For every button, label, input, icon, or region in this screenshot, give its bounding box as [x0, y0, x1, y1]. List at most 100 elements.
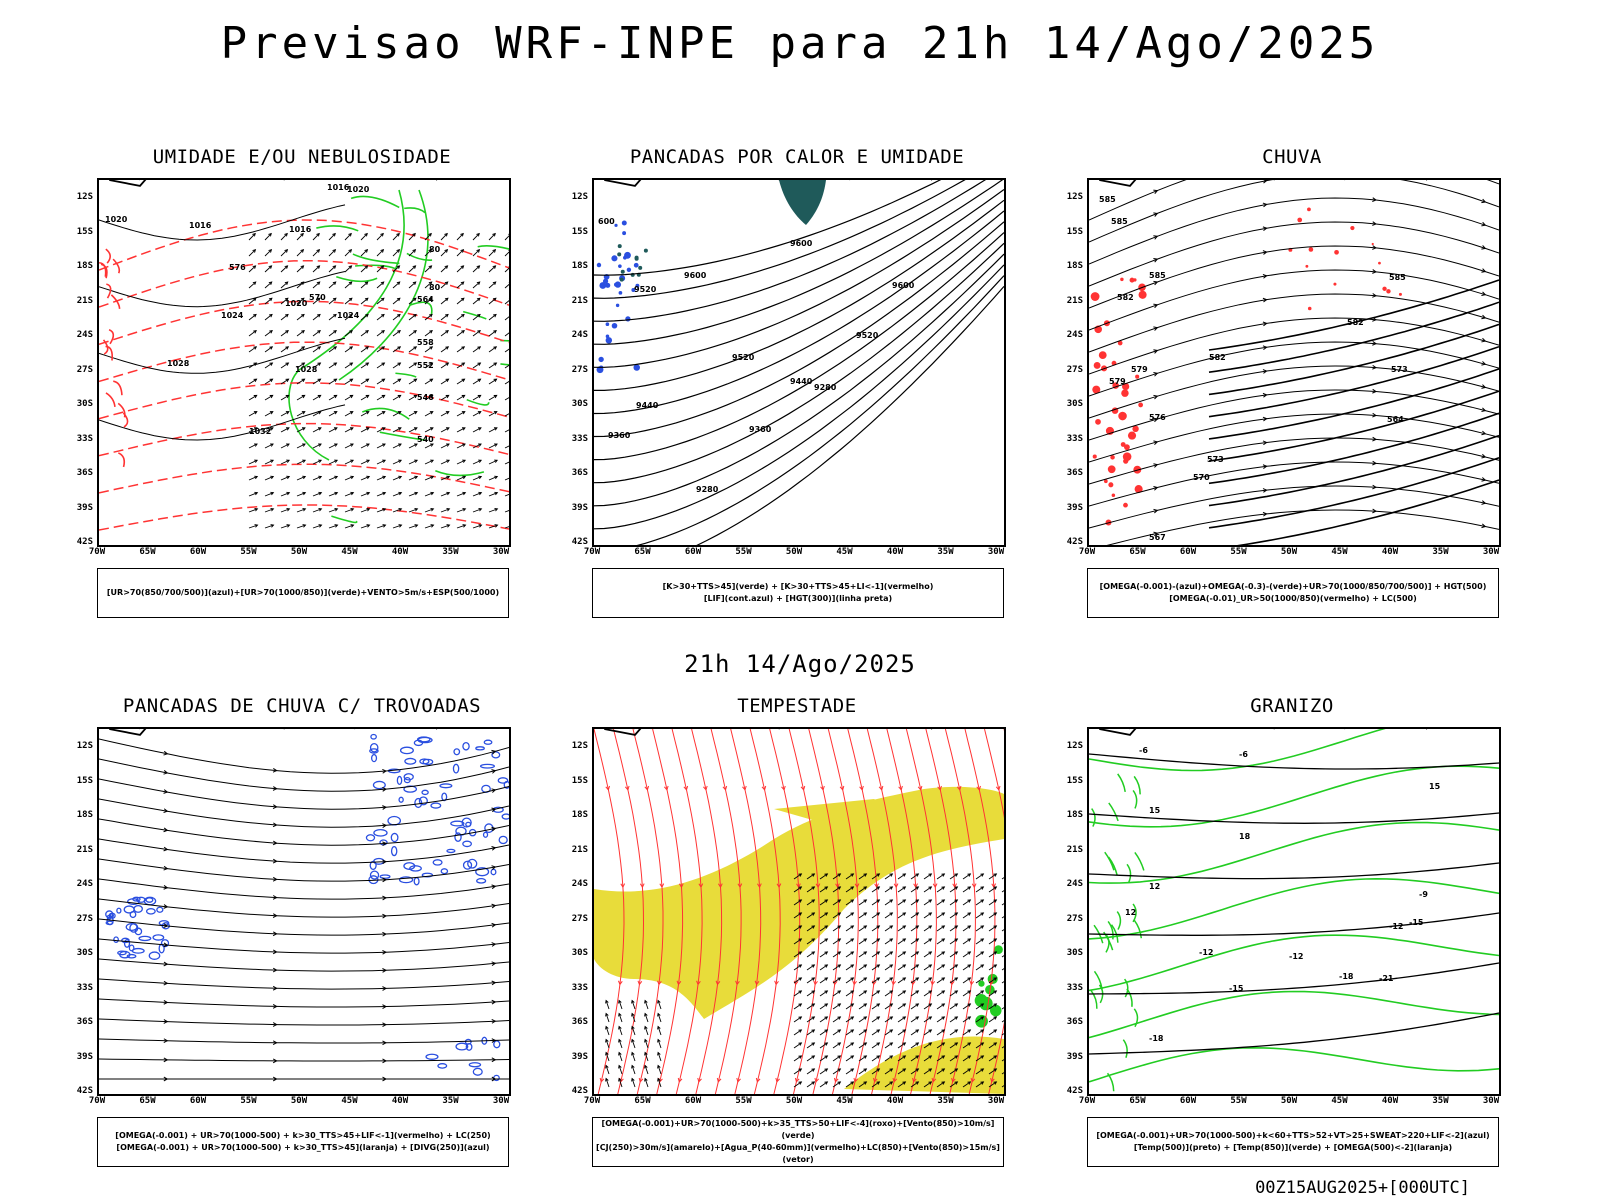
lat-tick-label: 33S: [1066, 433, 1083, 444]
panel-title: GRANIZO: [1250, 695, 1334, 717]
lon-tick-label: 60W: [1179, 1096, 1197, 1106]
lat-tick-label: 30S: [571, 948, 588, 958]
map-canvas: [594, 729, 1004, 1094]
contour-label: 558: [417, 338, 434, 347]
lon-tick-label: 55W: [240, 547, 257, 557]
contour-label: 585: [1149, 271, 1166, 280]
contour-label: 1016: [189, 221, 212, 230]
legend-line: [LIF](cont.azul) + [HGT(300)](linha pret…: [703, 594, 893, 603]
contour-label: 9280: [696, 485, 719, 494]
lon-tick-label: 70W: [583, 1096, 601, 1106]
lat-tick-label: 30S: [571, 399, 588, 409]
lat-tick-label: 36S: [76, 1017, 93, 1027]
lon-tick-label: 55W: [735, 1096, 752, 1106]
lat-tick-label: 36S: [1066, 1017, 1083, 1027]
contour-label: 573: [1207, 455, 1224, 464]
lon-tick-label: 30W: [1482, 1096, 1500, 1106]
lon-tick-label: 70W: [583, 547, 601, 557]
legend-line: [OMEGA(-0.001) + UR>70(1000-500) + k>30_…: [115, 1131, 491, 1140]
lon-tick-label: 40W: [1381, 547, 1399, 557]
panel-legend: [OMEGA(-0.001)+UR>70(1000-500)+k>35_TTS>…: [592, 1117, 1004, 1167]
lat-tick-label: 15S: [1066, 775, 1083, 786]
panel-title: PANCADAS POR CALOR E UMIDADE: [629, 146, 965, 168]
contour-label: 564: [417, 295, 434, 304]
lat-tick-label: 27S: [1066, 364, 1083, 375]
map-canvas: 9600 9600 9600 9520 9520 9520 9440 9440 9360 9360…: [594, 180, 1004, 545]
lon-tick-label: 40W: [391, 1096, 409, 1106]
lat-tick-label: 27S: [76, 364, 93, 375]
lat-tick-label: 27S: [571, 913, 588, 924]
contour-label: 576: [229, 263, 246, 272]
lon-tick-label: 40W: [886, 547, 904, 557]
lon-tick-label: 55W: [735, 547, 752, 557]
lon-tick-label: 45W: [341, 547, 358, 557]
lat-tick-label: 33S: [76, 433, 93, 444]
contour-label: 12: [1149, 882, 1160, 891]
lon-tick-label: 35W: [442, 547, 459, 557]
contour-label: 1028: [295, 365, 318, 374]
contour-label: 1016: [327, 183, 350, 192]
contour-label: 546: [417, 393, 434, 402]
contour-label: 600: [598, 217, 615, 226]
lat-tick-label: 39S: [571, 1051, 588, 1062]
legend-line: [UR>70(850/700/500)](azul)+[UR>70(1000/8…: [106, 588, 500, 597]
lat-tick-label: 12S: [76, 192, 93, 202]
lon-tick-label: 70W: [88, 1096, 106, 1106]
lat-tick-label: 27S: [1066, 913, 1083, 924]
legend-line: [Temp(500)](preto) + [Temp(850)](verde) …: [1133, 1143, 1453, 1152]
lat-tick-label: 18S: [76, 810, 93, 820]
lat-tick-label: 24S: [1066, 330, 1083, 340]
lon-tick-label: 45W: [341, 1096, 358, 1106]
lat-tick-label: 12S: [76, 741, 93, 751]
lat-tick-label: 33S: [571, 433, 588, 444]
lat-tick-label: 12S: [1066, 192, 1083, 202]
contour-label: 9520: [634, 285, 657, 294]
lon-tick-label: 30W: [987, 1096, 1005, 1106]
contour-label: 12: [1125, 908, 1136, 917]
lat-tick-label: 21S: [1066, 844, 1083, 855]
lat-tick-label: 18S: [1066, 261, 1083, 271]
lat-tick-label: 36S: [571, 1017, 588, 1027]
lat-tick-label: 33S: [1066, 982, 1083, 993]
panel-legend: [OMEGA(-0.001) + UR>70(1000-500) + k>30_…: [97, 1117, 509, 1167]
lon-tick-label: 30W: [1482, 547, 1500, 557]
lon-tick-label: 35W: [937, 1096, 954, 1106]
contour-label: -6: [1139, 746, 1148, 755]
contour-label: 1032: [249, 427, 271, 436]
lat-tick-label: 33S: [76, 982, 93, 993]
contour-label: 80: [429, 283, 441, 292]
lat-tick-label: 27S: [76, 913, 93, 924]
contour-label: 564: [1387, 415, 1404, 424]
lat-tick-label: 42S: [571, 1086, 588, 1096]
lat-tick-label: 15S: [76, 226, 93, 237]
contour-label: 552: [417, 361, 434, 370]
contour-label: 579: [1131, 365, 1148, 374]
lon-tick-label: 70W: [1078, 1096, 1096, 1106]
contour-label: 9600: [790, 239, 813, 248]
contour-label: -12: [1199, 948, 1213, 957]
contour-label: -18: [1149, 1034, 1164, 1043]
lat-tick-label: 39S: [76, 502, 93, 513]
lon-tick-label: 35W: [937, 547, 954, 557]
weather-map: 585 585 585 585 582 582 582 579 579 576 573 573 570 5…: [1087, 178, 1501, 547]
contour-label: 573: [1391, 365, 1408, 374]
lon-tick-label: 45W: [836, 1096, 853, 1106]
contour-label: 9600: [684, 271, 707, 280]
contour-label: 9360: [749, 425, 772, 434]
lat-tick-label: 36S: [76, 468, 93, 478]
lat-tick-label: 21S: [1066, 295, 1083, 306]
lon-tick-label: 40W: [886, 1096, 904, 1106]
contour-label: -6: [1239, 750, 1248, 759]
lon-tick-label: 60W: [189, 547, 207, 557]
lon-tick-label: 55W: [1230, 1096, 1247, 1106]
footer-timestamp: 00Z15AUG2025+[000UTC]: [1255, 1178, 1470, 1198]
contour-label: -12: [1289, 952, 1303, 961]
legend-line: [OMEGA(-0.001) + UR>70(1000-500) + k>30_…: [116, 1143, 490, 1152]
legend-line: [OMEGA(-0.01)_UR>50(1000/850)(vermelho) …: [1169, 594, 1417, 603]
lon-tick-label: 60W: [684, 1096, 702, 1106]
panel-title: PANCADAS DE CHUVA C/ TROVOADAS: [122, 695, 482, 717]
lon-tick-label: 50W: [1280, 547, 1298, 557]
lat-tick-label: 15S: [1066, 226, 1083, 237]
contour-label: 585: [1111, 217, 1128, 226]
